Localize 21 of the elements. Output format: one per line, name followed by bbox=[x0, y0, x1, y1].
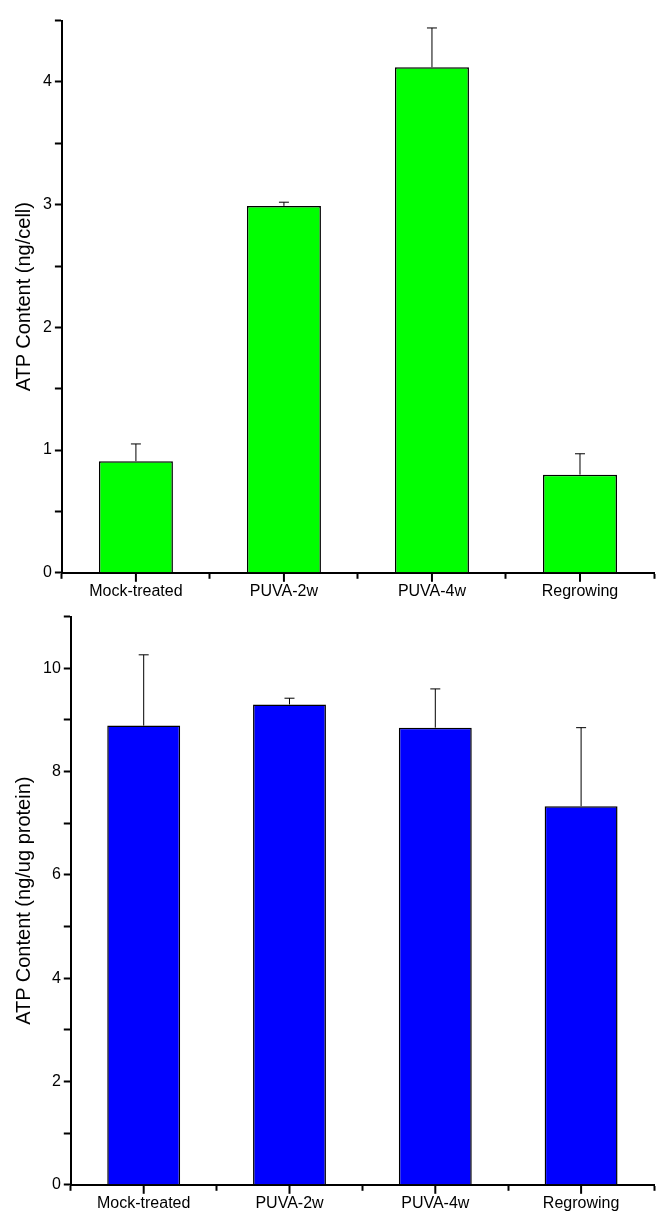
x-tick-label: PUVA-4w bbox=[397, 581, 467, 599]
y-axis-title: ATP Content (ng/cell) bbox=[11, 202, 34, 392]
x-tick-label: PUVA-2w bbox=[255, 1193, 325, 1211]
x-tick-label: Mock-treated bbox=[89, 581, 183, 599]
y-tick-label: 2 bbox=[42, 317, 52, 335]
x-tick-label: Mock-treated bbox=[97, 1193, 191, 1211]
y-tick-label: 6 bbox=[51, 865, 61, 883]
y-tick-label: 4 bbox=[51, 968, 61, 986]
y-tick-label: 2 bbox=[51, 1071, 61, 1089]
x-tick-label: Regrowing bbox=[541, 581, 619, 599]
y-tick-label: 3 bbox=[42, 195, 52, 213]
x-tick-label: Regrowing bbox=[542, 1193, 620, 1211]
y-tick-label: 0 bbox=[42, 563, 52, 581]
y-tick-label: 0 bbox=[51, 1175, 61, 1193]
y-tick-label: 8 bbox=[51, 761, 61, 779]
x-tick-label: PUVA-2w bbox=[249, 581, 319, 599]
y-axis-title: ATP Content (ng/ug protein) bbox=[11, 776, 34, 1025]
y-tick-label: 1 bbox=[42, 440, 52, 458]
x-tick-label: PUVA-4w bbox=[401, 1193, 470, 1211]
y-tick-label: 10 bbox=[43, 658, 61, 676]
y-tick-label: 4 bbox=[42, 72, 52, 90]
